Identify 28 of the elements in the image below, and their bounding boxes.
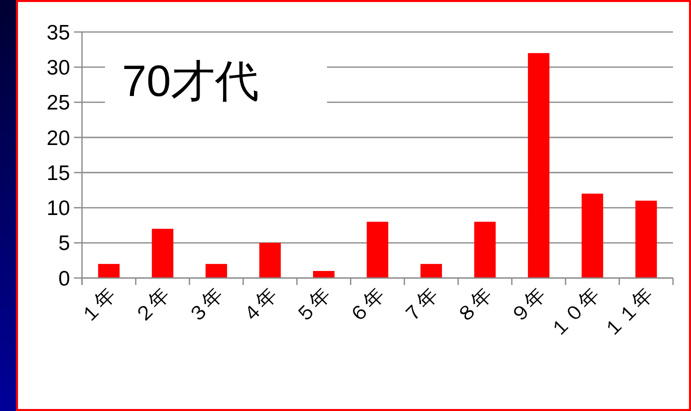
x-tick-label: ３年 (184, 284, 228, 328)
bar (152, 228, 174, 278)
y-tick-label: 5 (58, 232, 70, 256)
bar (420, 264, 442, 278)
y-tick-label: 15 (46, 162, 70, 185)
x-tick-label: ８年 (452, 284, 496, 328)
x-tick-label: ６年 (345, 284, 390, 328)
x-tick-label: ７年 (398, 284, 443, 328)
bar (635, 200, 657, 278)
y-tick-label: 30 (46, 56, 70, 80)
bar (98, 264, 120, 278)
y-tick-label: 0 (58, 267, 70, 290)
text: 70才代 (122, 57, 259, 106)
bar (206, 264, 228, 278)
y-tick-label: 10 (46, 197, 70, 220)
y-tick-label: 35 (46, 21, 70, 44)
bar (313, 270, 335, 278)
bar (528, 53, 550, 278)
x-tick-label: ５年 (291, 284, 336, 328)
x-tick-label: ４年 (238, 284, 282, 328)
y-tick-label: 20 (46, 126, 70, 150)
bar (582, 194, 604, 278)
x-tick-label: １年 (76, 284, 120, 328)
bar (259, 242, 281, 278)
x-tick-label: ２年 (130, 284, 174, 328)
bar (474, 222, 496, 278)
bar (366, 222, 388, 278)
y-tick-label: 25 (46, 92, 70, 115)
